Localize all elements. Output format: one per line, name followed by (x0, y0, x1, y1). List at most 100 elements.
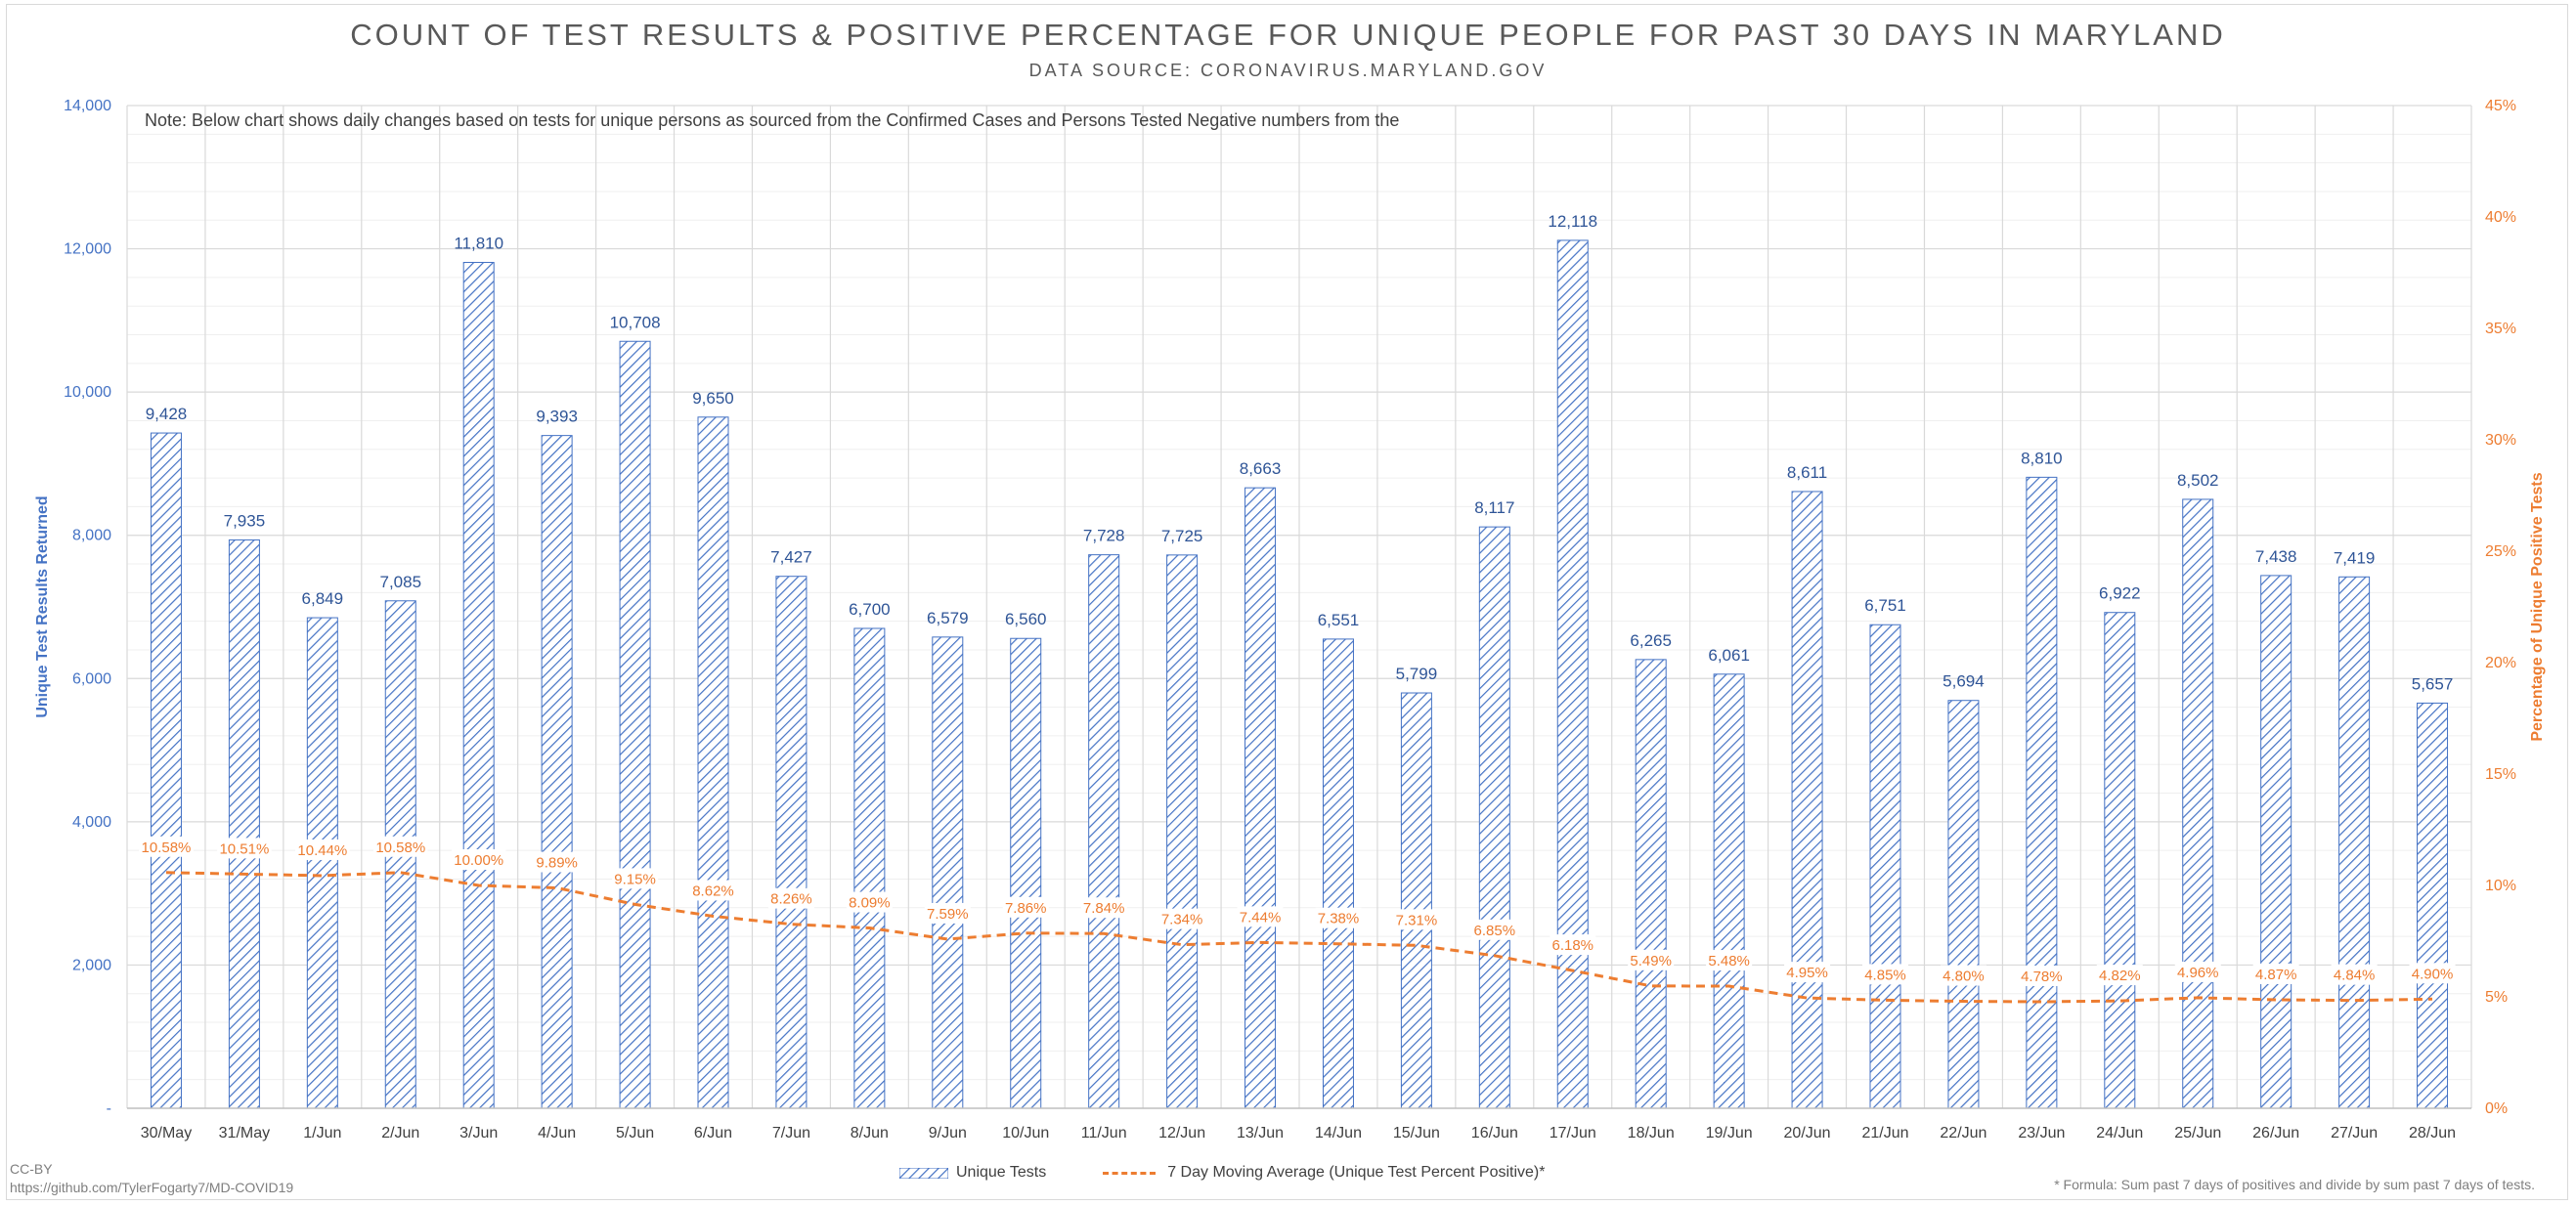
chart-subtitle: DATA SOURCE: CORONAVIRUS.MARYLAND.GOV (1028, 61, 1548, 80)
line-label-background (2174, 961, 2221, 982)
line-data-label: 4.90% (2412, 966, 2454, 982)
line-label-background (2252, 963, 2299, 984)
bar-data-label: 6,061 (1708, 646, 1750, 665)
bar-data-label: 6,849 (302, 589, 344, 608)
x-axis-tick-label: 1/Jun (303, 1125, 341, 1141)
line-label-background (612, 868, 659, 889)
chart-frame (6, 4, 2568, 1200)
bar-data-label: 6,579 (927, 609, 969, 627)
x-axis-tick-label: 6/Jun (694, 1125, 732, 1141)
line-data-label: 6.18% (1551, 937, 1594, 954)
y2-axis-tick-label: 15% (2485, 766, 2516, 783)
line-label-background (295, 839, 350, 860)
line-label-background (767, 887, 814, 909)
bar-data-label: 8,611 (1787, 463, 1827, 482)
line-data-label: 6.85% (1474, 923, 1516, 939)
line-moving-average (165, 871, 2433, 1004)
bar-unique-tests (1556, 239, 1589, 1109)
y-axis-tick-label: 6,000 (72, 670, 111, 687)
x-axis-tick-label: 23/Jun (2018, 1125, 2065, 1141)
bar-data-label: 5,694 (1943, 672, 1985, 691)
bar-data-label: 12,118 (1548, 212, 1597, 231)
line-label-background (2018, 966, 2065, 987)
x-axis-tick-label: 21/Jun (1861, 1125, 1908, 1141)
bar-unique-tests (619, 340, 651, 1109)
bar-unique-tests (1400, 692, 1432, 1109)
legend-label-unique-tests: Unique Tests (956, 1164, 1047, 1181)
y-axis-tick-label: - (107, 1100, 111, 1117)
bar-unique-tests (1244, 487, 1277, 1109)
x-axis-tick-label: 8/Jun (851, 1125, 889, 1141)
line-label-background (2096, 965, 2143, 986)
x-axis-tick-label: 4/Jun (538, 1125, 576, 1141)
bar-unique-tests (228, 538, 260, 1109)
bar-data-label: 6,922 (2099, 584, 2141, 603)
y-axis-title: Unique Test Results Returned (34, 495, 51, 717)
line-label-background (1550, 934, 1596, 956)
bar-unique-tests (2260, 575, 2292, 1109)
line-data-label: 7.44% (1240, 909, 1282, 926)
x-axis-tick-label: 15/Jun (1393, 1125, 1440, 1141)
line-label-background (1706, 950, 1753, 971)
bar-data-label: 8,810 (2021, 449, 2063, 467)
bar-data-label: 7,725 (1161, 527, 1203, 545)
x-axis-tick-label: 20/Jun (1784, 1125, 1831, 1141)
line-data-label: 8.09% (849, 895, 891, 912)
x-axis-tick-label: 31/May (219, 1125, 270, 1141)
bar-data-label: 7,085 (379, 573, 421, 591)
line-label-background (924, 902, 971, 924)
line-data-label: 8.26% (770, 891, 812, 908)
line-data-label: 10.58% (142, 840, 192, 856)
line-data-label: 4.96% (2177, 965, 2219, 981)
bar-data-label: 6,751 (1864, 596, 1906, 615)
bar-data-label: 5,657 (2412, 674, 2454, 693)
bar-unique-tests (853, 627, 886, 1109)
bar-unique-tests (1322, 638, 1354, 1109)
bar-unique-tests (150, 432, 182, 1109)
bar-data-label: 7,935 (224, 511, 266, 530)
bar-unique-tests (462, 261, 495, 1109)
bar-data-label: 7,728 (1083, 527, 1125, 545)
bar-unique-tests (1713, 673, 1745, 1109)
chart-legend: Unique Tests 7 Day Moving Average (Uniqu… (899, 1161, 1601, 1184)
line-data-label: 4.82% (2099, 968, 2141, 984)
line-label-background (690, 880, 736, 901)
line-label-background (2409, 963, 2456, 984)
legend-bar-swatch (899, 1167, 948, 1179)
x-axis-tick-label: 7/Jun (772, 1125, 810, 1141)
bar-data-label: 6,560 (1005, 610, 1047, 628)
line-label-background (1784, 962, 1831, 983)
bar-unique-tests (2417, 702, 2449, 1109)
bar-data-label: 5,799 (1396, 665, 1438, 683)
repo-link[interactable]: https://github.com/TylerFogarty7/MD-COVI… (10, 1180, 294, 1195)
bar-unique-tests (1166, 554, 1199, 1109)
line-label-background (1002, 896, 1049, 918)
line-label-background (1080, 897, 1127, 919)
line-label-background (372, 836, 428, 857)
bar-unique-tests (2104, 612, 2136, 1109)
bar-unique-tests (1791, 491, 1823, 1109)
line-label-background (1237, 906, 1284, 927)
bar-unique-tests (1478, 526, 1510, 1109)
bar-data-label: 8,502 (2177, 471, 2219, 490)
y2-axis-tick-label: 5% (2485, 989, 2508, 1006)
y2-axis-tick-label: 25% (2485, 543, 2516, 560)
x-axis-tick-label: 11/Jun (1081, 1125, 1127, 1141)
line-data-label: 4.78% (2021, 969, 2063, 985)
bar-unique-tests (2338, 576, 2371, 1109)
line-data-label: 7.31% (1396, 912, 1438, 928)
line-data-label: 4.85% (1864, 967, 1906, 983)
x-axis-tick-label: 2/Jun (381, 1125, 419, 1141)
x-axis-tick-label: 16/Jun (1471, 1125, 1518, 1141)
x-axis-tick-label: 17/Jun (1550, 1125, 1596, 1141)
bar-unique-tests (1635, 659, 1667, 1109)
bar-unique-tests (306, 617, 338, 1109)
bar-unique-tests (1947, 700, 1980, 1109)
bar-data-label: 6,700 (849, 600, 891, 619)
y2-axis-tick-label: 45% (2485, 98, 2516, 114)
line-data-label: 9.15% (614, 871, 656, 887)
line-data-label: 5.48% (1708, 953, 1750, 969)
line-label-background (534, 851, 581, 873)
bar-unique-tests (1010, 637, 1042, 1109)
